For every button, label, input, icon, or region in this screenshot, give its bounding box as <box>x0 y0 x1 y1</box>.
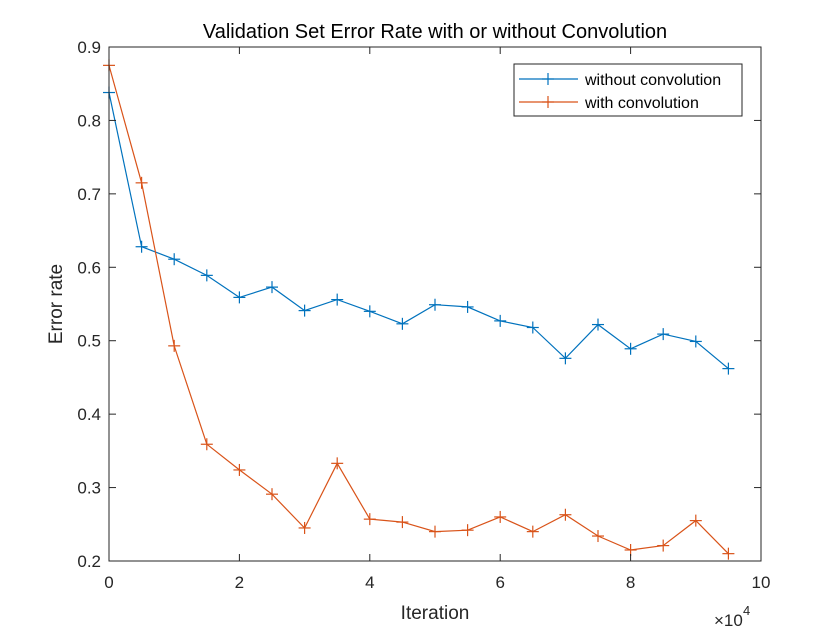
chart-title: Validation Set Error Rate with or withou… <box>203 21 667 43</box>
y-tick-label: 0.5 <box>77 332 101 351</box>
legend-entries: without convolution with convolution <box>519 72 721 112</box>
data-point <box>461 524 474 537</box>
data-point <box>624 342 637 355</box>
x-exponent-power: 4 <box>743 603 750 618</box>
data-point <box>233 463 246 476</box>
data-point <box>657 328 670 341</box>
data-point <box>363 305 376 318</box>
data-point <box>526 525 539 538</box>
data-point <box>689 514 702 527</box>
data-point <box>200 269 213 282</box>
data-point <box>396 516 409 529</box>
data-point <box>266 281 278 294</box>
data-point <box>396 317 409 330</box>
data-point <box>429 525 441 538</box>
data-point <box>363 513 376 526</box>
y-tick-label: 0.3 <box>77 479 101 498</box>
ticks-layer: 0 2 4 6 8 10 0.2 0.3 0.4 0.5 0.6 0.7 0.8 0.9 <box>77 38 770 592</box>
x-exponent-base: ×10 <box>714 611 743 630</box>
y-tick-label: 0.6 <box>77 258 101 277</box>
data-point <box>559 508 572 521</box>
x-tick-label: 10 <box>752 573 771 592</box>
series-line <box>108 65 729 555</box>
data-point <box>689 335 702 348</box>
data-point <box>559 352 572 365</box>
legend-entry-1: without convolution <box>519 72 721 89</box>
data-point <box>526 321 539 334</box>
y-tick-label: 0.4 <box>77 405 101 424</box>
data-point <box>233 291 246 304</box>
data-point <box>592 318 604 331</box>
axes-layer <box>108 46 762 562</box>
legend: without convolution with convolution <box>513 63 743 117</box>
x-tick-label: 4 <box>365 573 374 592</box>
y-axis-label: Error rate <box>46 264 67 344</box>
data-point <box>200 438 213 451</box>
x-tick-label: 8 <box>626 573 635 592</box>
data-point <box>135 240 148 253</box>
axes-box <box>108 46 762 562</box>
data-point <box>429 298 441 311</box>
data-point <box>298 304 311 317</box>
data-point <box>168 253 181 266</box>
series-line <box>108 92 729 370</box>
data-point <box>657 539 670 552</box>
data-point <box>624 543 637 556</box>
data-point <box>331 293 344 306</box>
x-exponent: ×10 4 <box>714 603 750 630</box>
x-tick-label: 0 <box>104 573 113 592</box>
data-point <box>135 176 148 189</box>
y-tick-label: 0.7 <box>77 185 101 204</box>
data-point <box>722 547 735 560</box>
series-layer <box>103 59 735 560</box>
data-point <box>266 488 278 501</box>
data-point <box>494 510 507 523</box>
data-point <box>298 521 311 534</box>
x-axis-label: Iteration <box>401 603 470 624</box>
legend-box <box>513 63 743 117</box>
legend-label: without convolution <box>584 72 721 89</box>
y-tick-label: 0.2 <box>77 552 101 571</box>
legend-label: with convolution <box>584 95 699 112</box>
data-point <box>722 362 735 375</box>
data-point <box>168 339 181 352</box>
data-point <box>461 300 474 313</box>
x-tick-label: 2 <box>235 573 244 592</box>
data-point <box>494 314 507 327</box>
y-tick-label: 0.9 <box>77 38 101 57</box>
data-point <box>331 457 344 470</box>
legend-entry-2: with convolution <box>519 95 699 112</box>
x-tick-label: 6 <box>495 573 504 592</box>
y-tick-label: 0.8 <box>77 111 101 130</box>
data-point <box>592 530 604 543</box>
